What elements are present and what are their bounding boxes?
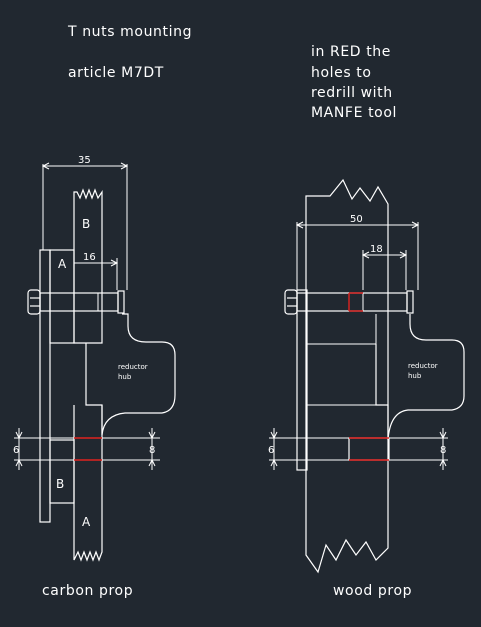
carbon-label-a-top: A (58, 257, 67, 271)
carbon-lower-hole: 6 8 (13, 428, 160, 470)
carbon-dim-left-label: 6 (13, 445, 19, 456)
red-note-line-4: MANFE tool (311, 105, 397, 121)
carbon-dim-16: 16 (74, 252, 119, 290)
carbon-prop-drawing: 35 A B 16 reductor hub (13, 155, 176, 599)
carbon-dim-35: 35 (41, 155, 129, 290)
wood-bolt (284, 289, 414, 315)
carbon-part-b-bottom (49, 439, 75, 504)
carbon-part-a-bottom (73, 405, 103, 562)
red-note-line-2: holes to (311, 65, 372, 81)
carbon-hub-label-2: hub (118, 373, 132, 381)
wood-blade-top (305, 178, 389, 223)
carbon-hub-label-1: reductor (118, 363, 148, 371)
carbon-reductor-hub (85, 313, 176, 436)
wood-caption: wood prop (333, 583, 412, 599)
wood-back-plate (296, 289, 308, 471)
carbon-label-a-bottom: A (82, 515, 91, 529)
wood-dim-50: 50 (295, 214, 420, 290)
wood-dim-total-label: 50 (350, 214, 363, 225)
carbon-dim-total-label: 35 (78, 155, 91, 166)
wood-hub-label-1: reductor (408, 362, 438, 370)
carbon-dim-inner-label: 16 (83, 252, 96, 263)
wood-hub-label-2: hub (408, 372, 422, 380)
article-text: article M7DT (68, 65, 164, 81)
wood-lower-hole: 6 8 (268, 428, 448, 470)
wood-dim-right-label: 8 (440, 445, 446, 456)
wood-reductor-hub (375, 314, 465, 441)
wood-blade (305, 223, 389, 574)
carbon-label-b-bottom: B (56, 477, 64, 491)
carbon-part-b-top (73, 188, 103, 344)
wood-dim-18: 18 (361, 244, 408, 290)
title-text: T nuts mounting (67, 24, 192, 40)
red-note-line-3: redrill with (311, 85, 393, 101)
wood-dim-left-label: 6 (268, 445, 274, 456)
carbon-label-b-top: B (82, 217, 90, 231)
carbon-dim-right-label: 8 (149, 445, 155, 456)
carbon-bolt (27, 289, 125, 315)
wood-dim-inner-label: 18 (370, 244, 383, 255)
carbon-caption: carbon prop (42, 583, 133, 599)
carbon-back-plate (39, 249, 51, 523)
red-note-line-1: in RED the (311, 44, 391, 60)
wood-prop-drawing: 50 18 reductor hub (268, 178, 465, 599)
